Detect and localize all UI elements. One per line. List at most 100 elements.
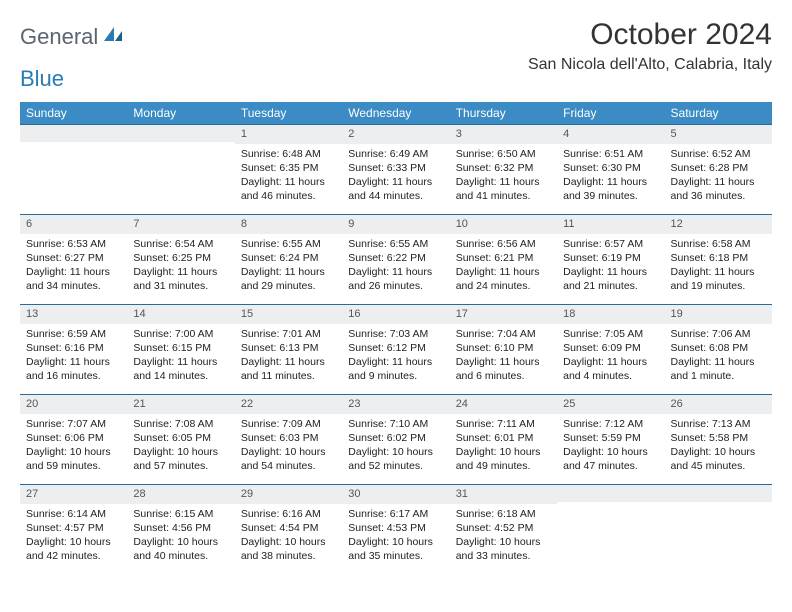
sunrise-text: Sunrise: 6:18 AM (456, 507, 551, 521)
daylight-text-1: Daylight: 11 hours (26, 355, 121, 369)
calendar-week-row: 20Sunrise: 7:07 AMSunset: 6:06 PMDayligh… (20, 394, 772, 484)
daylight-text-2: and 9 minutes. (348, 369, 443, 383)
daylight-text-1: Daylight: 10 hours (133, 445, 228, 459)
empty-day (665, 484, 772, 502)
day-content: Sunrise: 7:12 AMSunset: 5:59 PMDaylight:… (557, 414, 664, 480)
day-number: 15 (235, 304, 342, 324)
daylight-text-2: and 59 minutes. (26, 459, 121, 473)
day-content: Sunrise: 7:08 AMSunset: 6:05 PMDaylight:… (127, 414, 234, 480)
daylight-text-2: and 21 minutes. (563, 279, 658, 293)
day-header: Thursday (450, 102, 557, 124)
sunrise-text: Sunrise: 6:51 AM (563, 147, 658, 161)
daylight-text-2: and 41 minutes. (456, 189, 551, 203)
calendar-cell: 15Sunrise: 7:01 AMSunset: 6:13 PMDayligh… (235, 304, 342, 394)
day-number: 16 (342, 304, 449, 324)
sunrise-text: Sunrise: 6:48 AM (241, 147, 336, 161)
calendar-table: SundayMondayTuesdayWednesdayThursdayFrid… (20, 102, 772, 574)
sunset-text: Sunset: 6:35 PM (241, 161, 336, 175)
calendar-cell: 22Sunrise: 7:09 AMSunset: 6:03 PMDayligh… (235, 394, 342, 484)
logo-general-text: General (20, 24, 98, 50)
day-number: 8 (235, 214, 342, 234)
daylight-text-2: and 19 minutes. (671, 279, 766, 293)
daylight-text-2: and 31 minutes. (133, 279, 228, 293)
day-number: 10 (450, 214, 557, 234)
sunrise-text: Sunrise: 6:56 AM (456, 237, 551, 251)
calendar-cell: 4Sunrise: 6:51 AMSunset: 6:30 PMDaylight… (557, 124, 664, 214)
calendar-cell: 21Sunrise: 7:08 AMSunset: 6:05 PMDayligh… (127, 394, 234, 484)
sunset-text: Sunset: 6:27 PM (26, 251, 121, 265)
calendar-cell (127, 124, 234, 214)
day-number: 7 (127, 214, 234, 234)
sunset-text: Sunset: 6:22 PM (348, 251, 443, 265)
calendar-week-row: 27Sunrise: 6:14 AMSunset: 4:57 PMDayligh… (20, 484, 772, 574)
daylight-text-2: and 33 minutes. (456, 549, 551, 563)
day-header: Saturday (665, 102, 772, 124)
daylight-text-2: and 29 minutes. (241, 279, 336, 293)
daylight-text-1: Daylight: 11 hours (563, 175, 658, 189)
sunrise-text: Sunrise: 6:54 AM (133, 237, 228, 251)
sunset-text: Sunset: 4:57 PM (26, 521, 121, 535)
day-number: 30 (342, 484, 449, 504)
daylight-text-1: Daylight: 11 hours (671, 265, 766, 279)
calendar-cell: 8Sunrise: 6:55 AMSunset: 6:24 PMDaylight… (235, 214, 342, 304)
day-content: Sunrise: 6:49 AMSunset: 6:33 PMDaylight:… (342, 144, 449, 210)
calendar-cell: 17Sunrise: 7:04 AMSunset: 6:10 PMDayligh… (450, 304, 557, 394)
day-number: 12 (665, 214, 772, 234)
calendar-cell: 7 Sunrise: 6:54 AMSunset: 6:25 PMDaylight… (127, 214, 234, 304)
daylight-text-2: and 16 minutes. (26, 369, 121, 383)
daylight-text-1: Daylight: 11 hours (133, 355, 228, 369)
calendar-cell (20, 124, 127, 214)
daylight-text-1: Daylight: 10 hours (456, 535, 551, 549)
sunrise-text: Sunrise: 7:10 AM (348, 417, 443, 431)
calendar-header-row: SundayMondayTuesdayWednesdayThursdayFrid… (20, 102, 772, 124)
day-number: 11 (557, 214, 664, 234)
day-number: 6 (20, 214, 127, 234)
day-content: Sunrise: 7:11 AMSunset: 6:01 PMDaylight:… (450, 414, 557, 480)
calendar-cell: 14Sunrise: 7:00 AMSunset: 6:15 PMDayligh… (127, 304, 234, 394)
daylight-text-2: and 36 minutes. (671, 189, 766, 203)
calendar-cell: 28Sunrise: 6:15 AMSunset: 4:56 PMDayligh… (127, 484, 234, 574)
day-number: 14 (127, 304, 234, 324)
sunset-text: Sunset: 6:16 PM (26, 341, 121, 355)
day-number: 2 (342, 124, 449, 144)
empty-day (20, 124, 127, 142)
day-number: 28 (127, 484, 234, 504)
day-content: Sunrise: 6:17 AMSunset: 4:53 PMDaylight:… (342, 504, 449, 570)
daylight-text-1: Daylight: 11 hours (348, 355, 443, 369)
day-number: 20 (20, 394, 127, 414)
daylight-text-2: and 35 minutes. (348, 549, 443, 563)
daylight-text-1: Daylight: 11 hours (456, 355, 551, 369)
calendar-cell: 27Sunrise: 6:14 AMSunset: 4:57 PMDayligh… (20, 484, 127, 574)
day-content: Sunrise: 6:58 AMSunset: 6:18 PMDaylight:… (665, 234, 772, 300)
calendar-cell: 1Sunrise: 6:48 AMSunset: 6:35 PMDaylight… (235, 124, 342, 214)
calendar-cell: 25Sunrise: 7:12 AMSunset: 5:59 PMDayligh… (557, 394, 664, 484)
sunrise-text: Sunrise: 7:01 AM (241, 327, 336, 341)
sunset-text: Sunset: 6:25 PM (133, 251, 228, 265)
sunrise-text: Sunrise: 7:07 AM (26, 417, 121, 431)
daylight-text-2: and 45 minutes. (671, 459, 766, 473)
daylight-text-1: Daylight: 11 hours (133, 265, 228, 279)
sunset-text: Sunset: 6:19 PM (563, 251, 658, 265)
title-block: October 2024 San Nicola dell'Alto, Calab… (528, 18, 772, 74)
day-number: 26 (665, 394, 772, 414)
day-content: Sunrise: 7:06 AMSunset: 6:08 PMDaylight:… (665, 324, 772, 390)
calendar-body: 1Sunrise: 6:48 AMSunset: 6:35 PMDaylight… (20, 124, 772, 574)
daylight-text-2: and 42 minutes. (26, 549, 121, 563)
day-number: 31 (450, 484, 557, 504)
calendar-cell: 3Sunrise: 6:50 AMSunset: 6:32 PMDaylight… (450, 124, 557, 214)
daylight-text-1: Daylight: 11 hours (348, 265, 443, 279)
calendar-cell: 23Sunrise: 7:10 AMSunset: 6:02 PMDayligh… (342, 394, 449, 484)
day-number: 1 (235, 124, 342, 144)
sunset-text: Sunset: 6:15 PM (133, 341, 228, 355)
daylight-text-1: Daylight: 10 hours (348, 445, 443, 459)
sunrise-text: Sunrise: 6:14 AM (26, 507, 121, 521)
day-content: Sunrise: 6:56 AMSunset: 6:21 PMDaylight:… (450, 234, 557, 300)
day-content: Sunrise: 6:48 AMSunset: 6:35 PMDaylight:… (235, 144, 342, 210)
empty-day (127, 124, 234, 142)
calendar-cell: 16Sunrise: 7:03 AMSunset: 6:12 PMDayligh… (342, 304, 449, 394)
sunset-text: Sunset: 6:18 PM (671, 251, 766, 265)
day-number: 13 (20, 304, 127, 324)
calendar-cell: 12Sunrise: 6:58 AMSunset: 6:18 PMDayligh… (665, 214, 772, 304)
empty-day (557, 484, 664, 502)
daylight-text-2: and 54 minutes. (241, 459, 336, 473)
